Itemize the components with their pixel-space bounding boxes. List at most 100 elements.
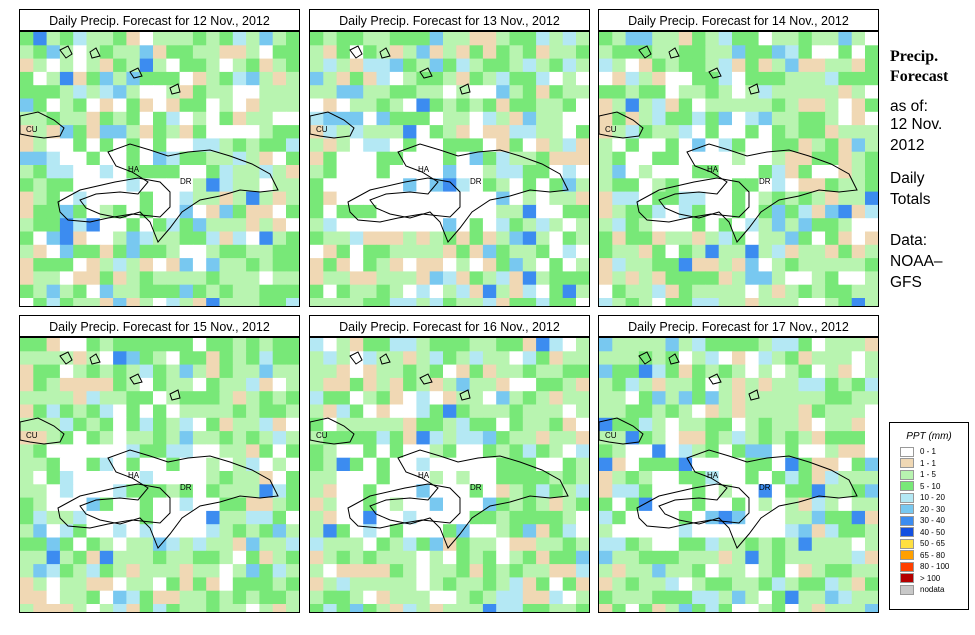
precip-cell <box>496 590 510 605</box>
precip-cell <box>86 537 101 552</box>
precip-cell <box>99 377 114 392</box>
precip-cell <box>638 191 653 206</box>
precip-cell <box>785 404 799 419</box>
precip-cell <box>349 138 364 153</box>
precip-cell <box>73 32 87 46</box>
precip-cell <box>179 524 194 538</box>
precip-cell <box>349 510 364 525</box>
precip-cell <box>745 271 760 286</box>
precip-cell <box>192 138 207 153</box>
precip-cell <box>363 510 377 525</box>
precip-cell <box>811 284 826 299</box>
precip-cell <box>811 404 826 419</box>
precip-cell <box>349 284 364 299</box>
precip-cell <box>758 510 773 525</box>
map-label-ha: HA <box>418 165 430 174</box>
precip-cell <box>219 577 234 592</box>
precip-cell <box>785 98 799 113</box>
precip-cell <box>482 45 497 60</box>
precip-cell <box>825 178 839 193</box>
precip-cell <box>612 71 627 86</box>
precip-cell <box>536 364 550 379</box>
precip-cell <box>549 204 564 219</box>
precip-cell <box>811 71 826 86</box>
precip-cell <box>665 404 680 419</box>
precip-cell <box>612 32 627 46</box>
precip-cell <box>599 537 613 552</box>
precip-cell <box>705 497 720 512</box>
precip-cell <box>219 564 234 578</box>
precip-cell <box>851 564 866 578</box>
precip-cell <box>522 244 537 259</box>
precip-cell <box>336 404 351 419</box>
precip-cell <box>865 457 878 472</box>
precip-cell <box>482 284 497 299</box>
hispaniola-coastline <box>658 143 858 243</box>
precip-cell <box>20 590 34 605</box>
precip-cell <box>153 151 167 166</box>
precip-cell <box>389 258 404 272</box>
precip-cell <box>638 71 653 86</box>
precip-cell <box>718 111 733 126</box>
precip-cell <box>638 604 653 612</box>
precip-cell <box>745 258 760 272</box>
precip-cell <box>536 111 550 126</box>
precip-cell <box>403 364 417 379</box>
precip-cell <box>232 111 247 126</box>
legend-swatch <box>900 538 914 549</box>
precip-cell <box>612 457 627 472</box>
precip-cell <box>732 58 746 73</box>
precip-cell <box>349 58 364 73</box>
precip-cell <box>522 391 537 405</box>
precip-cell <box>549 32 564 46</box>
precip-cell <box>153 391 167 405</box>
precip-cell <box>562 417 577 432</box>
precip-cell <box>758 604 773 612</box>
precip-cell <box>705 231 720 246</box>
precip-cell <box>536 138 550 153</box>
precip-cell <box>376 125 391 139</box>
precip-cell <box>272 298 287 306</box>
precip-cell <box>771 444 786 459</box>
precip-cell <box>811 58 826 73</box>
precip-cell <box>678 391 693 405</box>
precip-cell <box>745 204 760 219</box>
precip-cell <box>323 457 338 472</box>
precip-cell <box>758 577 773 592</box>
precip-cell <box>665 364 680 379</box>
precip-cell <box>113 298 127 306</box>
precip-cell <box>232 244 247 259</box>
precip-cell <box>509 58 524 73</box>
precip-cell <box>73 125 87 139</box>
precip-cell <box>99 85 114 99</box>
precip-cell <box>625 98 640 113</box>
precip-cell <box>73 457 87 472</box>
precip-cell <box>206 231 220 246</box>
precip-cell <box>785 204 799 219</box>
precip-cell <box>599 550 613 565</box>
precip-cell <box>811 550 826 565</box>
precip-cell <box>811 604 826 612</box>
precip-cell <box>599 151 613 166</box>
precip-cell <box>166 417 181 432</box>
precip-cell <box>429 444 444 459</box>
precip-cell <box>349 231 364 246</box>
precip-cell <box>549 138 564 153</box>
legend-swatch <box>900 492 914 503</box>
precip-cell <box>652 271 666 286</box>
precip-cell <box>549 577 564 592</box>
precip-cell <box>692 284 706 299</box>
cuba-coastline <box>310 417 355 445</box>
precip-cell <box>549 125 564 139</box>
precip-cell <box>509 32 524 46</box>
precip-cell <box>509 484 524 499</box>
precip-cell <box>232 417 247 432</box>
precip-cell <box>811 391 826 405</box>
precip-cell <box>718 457 733 472</box>
precip-cell <box>838 284 853 299</box>
precip-cell <box>692 377 706 392</box>
precip-cell <box>665 58 680 73</box>
precip-cell <box>363 590 377 605</box>
